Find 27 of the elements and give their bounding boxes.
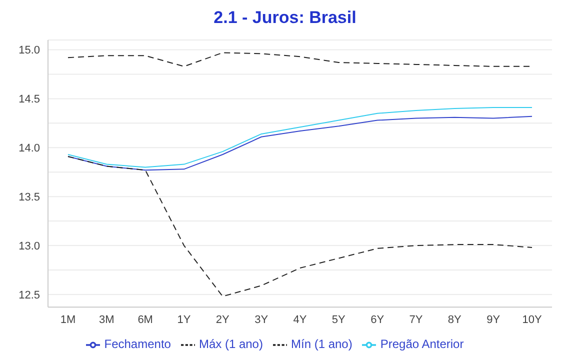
- x-tick-label: 3M: [99, 314, 114, 326]
- line-series: [68, 107, 532, 168]
- x-tick-label: 4Y: [293, 314, 308, 326]
- x-tick-label: 3Y: [254, 314, 269, 326]
- x-tick-label: 2Y: [216, 314, 230, 326]
- y-tick-label: 12.5: [18, 289, 40, 302]
- y-tick-label: 13.5: [18, 191, 40, 204]
- text: 15.0: [18, 44, 40, 57]
- legend-label: Máx (1 ano): [198, 337, 263, 352]
- y-tick-label: 14.5: [18, 94, 40, 106]
- legend-label: Pregão Anterior: [380, 337, 464, 352]
- x-tick-label: 8Y: [448, 314, 462, 326]
- line-series: [68, 156, 532, 297]
- x-tick-label: 6M: [138, 314, 153, 326]
- x-tick-label: 1M: [60, 314, 76, 326]
- x-tick-label: 10Y: [522, 314, 542, 326]
- text: 13.0: [18, 240, 40, 252]
- x-tick-label: 1Y: [177, 314, 192, 326]
- x-tick-label: 5Y: [332, 314, 346, 326]
- text: 14.0: [18, 142, 40, 155]
- chart-title: 2.1 - Juros: Brasil: [212, 8, 358, 29]
- legend-label: Mín (1 ano): [290, 337, 352, 352]
- x-tick-label: 9Y: [486, 314, 501, 326]
- line-series: [68, 52, 532, 67]
- x-tick-label: 6Y: [370, 314, 385, 326]
- legend-label: Fechamento: [104, 337, 171, 352]
- x-tick-label: 7Y: [409, 314, 424, 326]
